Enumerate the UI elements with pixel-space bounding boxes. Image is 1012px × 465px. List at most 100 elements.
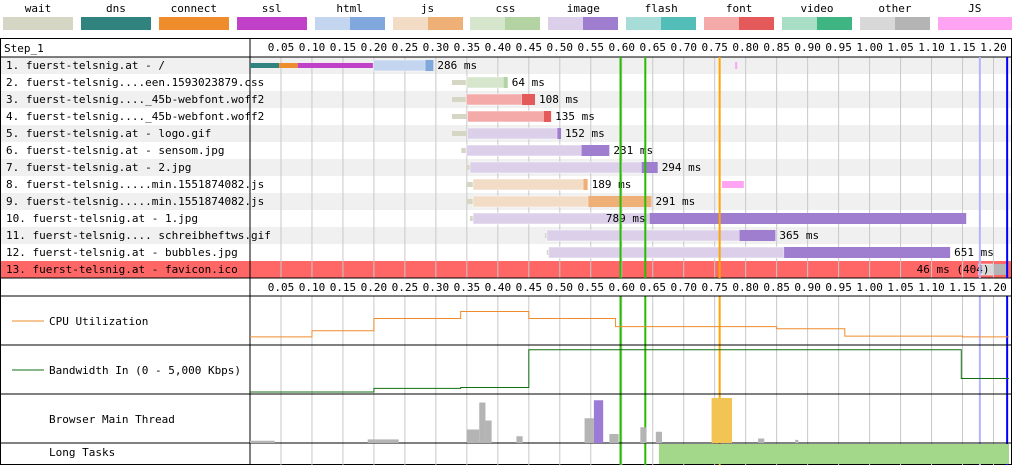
x-tick-label: 0.10 xyxy=(299,41,326,54)
js-execution-mark xyxy=(722,181,744,188)
x-tick-label: 0.70 xyxy=(670,281,697,294)
x-tick-label: 0.20 xyxy=(361,41,388,54)
legend-item-css: css xyxy=(470,0,541,34)
x-tick-label: 1.10 xyxy=(918,41,945,54)
legend-label: wait xyxy=(24,2,52,15)
legend-label: dns xyxy=(105,2,126,15)
legend-label: ssl xyxy=(261,2,282,15)
legend-label: css xyxy=(495,2,516,15)
download-segment xyxy=(583,179,588,190)
waterfall-legend: wait dns connect ssl html js css image flash font… xyxy=(0,0,1012,34)
x-tick-label: 0.40 xyxy=(485,281,512,294)
legend-label: js xyxy=(420,2,435,15)
x-tick-label: 0.95 xyxy=(825,41,852,54)
legend-label: other xyxy=(878,2,912,15)
x-tick-label: 0.05 xyxy=(268,41,295,54)
x-tick-label: 0.85 xyxy=(763,41,790,54)
legend-swatch xyxy=(782,17,852,30)
request-label: 3. fuerst-telsnig...._45b-webfont.woff2 xyxy=(6,93,264,106)
request-label: 5. fuerst-telsnig.at - logo.gif xyxy=(6,127,211,140)
download-segment xyxy=(649,213,967,224)
main-thread-activity xyxy=(485,420,492,443)
x-tick-label: 0.70 xyxy=(670,41,697,54)
x-tick-label: 0.60 xyxy=(609,281,636,294)
ttfb-segment xyxy=(546,229,740,242)
duration-label: 291 ms xyxy=(655,195,695,208)
legend-label: connect xyxy=(170,2,217,15)
ttfb-segment xyxy=(472,178,584,191)
request-label: 2. fuerst-telsnig....een.1593023879.css xyxy=(6,76,264,89)
duration-label: 108 ms xyxy=(539,93,579,106)
download-segment xyxy=(557,128,562,139)
ttfb-segment xyxy=(465,144,582,157)
x-tick-label: 0.15 xyxy=(330,281,357,294)
x-tick-label: 0.95 xyxy=(825,281,852,294)
x-tick-label: 1.05 xyxy=(887,41,914,54)
cpu-utilization-line xyxy=(250,310,1009,338)
main-thread-activity xyxy=(584,418,594,443)
download-segment xyxy=(784,247,951,258)
wait-segment xyxy=(546,250,549,255)
main-thread-activity xyxy=(758,438,765,443)
main-thread-activity xyxy=(640,427,647,443)
legend-swatch xyxy=(548,17,619,30)
duration-label: 789 ms xyxy=(606,212,646,225)
step-label: Step_1 xyxy=(4,42,44,55)
ttfb-segment xyxy=(465,76,504,89)
main-thread-activity xyxy=(479,402,486,443)
x-tick-label: 1.15 xyxy=(949,281,976,294)
legend-item-wait: wait xyxy=(3,0,73,34)
row-background xyxy=(1,57,1011,74)
wait-segment xyxy=(469,216,474,221)
legend-swatch xyxy=(314,17,385,30)
legend-label: image xyxy=(566,2,600,15)
x-tick-label: 0.60 xyxy=(609,41,636,54)
ttfb-segment xyxy=(466,110,545,123)
x-tick-label: 0.30 xyxy=(423,41,450,54)
download-segment xyxy=(543,111,552,122)
legend-swatch xyxy=(392,17,463,30)
request-label: 7. fuerst-telsnig.at - 2.jpg xyxy=(6,161,191,174)
x-tick-label: 0.55 xyxy=(578,281,605,294)
waterfall-chart: Step_1 0.05 0.05 0.10 0.10 0.15 0.15 0.20 0.20 0.… xyxy=(0,38,1012,465)
x-tick-label: 0.65 xyxy=(639,281,666,294)
legend-swatch xyxy=(626,17,697,30)
request-label: 6. fuerst-telsnig.at - sensom.jpg xyxy=(6,144,225,157)
wait-segment xyxy=(466,199,474,204)
legend-item-image: image xyxy=(548,0,619,34)
x-tick-label: 0.85 xyxy=(763,281,790,294)
legend-item-font: font xyxy=(704,0,775,34)
duration-label: 46 ms (404) xyxy=(917,263,990,276)
legend-swatch xyxy=(80,17,151,30)
legend-item-js-execution: JS Execution xyxy=(937,0,1012,34)
x-tick-label: 1.15 xyxy=(949,41,976,54)
duration-label: 135 ms xyxy=(555,110,595,123)
duration-label: 651 ms xyxy=(954,246,994,259)
main-thread-activity xyxy=(516,436,523,443)
dns-segment xyxy=(250,63,280,68)
x-tick-label: 0.90 xyxy=(794,281,821,294)
main-thread-activity xyxy=(466,429,480,443)
request-label: 11. fuerst-telsnig.... schreibheftws.gif xyxy=(6,229,271,242)
download-segment xyxy=(641,162,658,173)
request-label: 10. fuerst-telsnig.at - 1.jpg xyxy=(6,212,198,225)
js-execution-mark xyxy=(735,62,738,69)
main-thread-activity xyxy=(609,434,619,443)
cpu-label: CPU Utilization xyxy=(49,315,148,328)
wait-segment xyxy=(461,148,467,153)
x-tick-label: 0.30 xyxy=(423,281,450,294)
request-label: 4. fuerst-telsnig...._45b-webfont.woff2 xyxy=(6,110,264,123)
main-thread-activity xyxy=(367,439,399,443)
download-segment xyxy=(425,60,434,71)
ttfb-segment xyxy=(466,127,558,140)
legend-item-html: html xyxy=(314,0,385,34)
main-thread-activity xyxy=(795,439,799,443)
legend-label: flash xyxy=(644,2,678,15)
ttfb-segment xyxy=(469,161,643,174)
legend-item-dns: dns xyxy=(80,0,151,34)
legend-swatch xyxy=(158,17,229,30)
x-tick-label: 0.55 xyxy=(578,41,605,54)
legend-swatch xyxy=(470,17,541,30)
long-task-bar xyxy=(658,444,1009,464)
legend-item-video: video xyxy=(782,0,852,34)
